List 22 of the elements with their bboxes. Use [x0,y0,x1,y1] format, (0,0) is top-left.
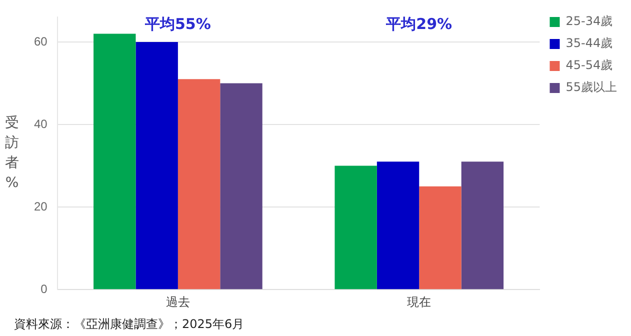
legend-label: 45-54歲 [566,58,613,72]
legend-label: 25-34歲 [566,14,613,28]
bar [94,34,136,290]
bar [461,162,504,290]
y-tick-label: 40 [34,116,48,131]
legend-label: 35-44歲 [566,36,613,50]
bar [220,83,262,290]
bar [419,186,462,290]
bar [178,79,220,290]
annotation: 平均29% [385,15,452,34]
bar [136,42,178,290]
y-tick-label: 0 [40,282,48,296]
x-tick-label: 過去 [166,295,190,310]
bar [334,166,377,290]
source-note: 資料來源：《亞洲康健調查》；2025年6月 [14,316,244,333]
bar [376,162,420,290]
annotation: 平均55% [144,15,211,34]
x-tick-label: 現在 [407,295,432,310]
legend-label: 55歲以上 [566,80,618,94]
y-tick-label: 60 [34,34,48,48]
y-axis-title: 受訪者% [5,115,19,192]
y-tick-label: 20 [34,199,48,214]
